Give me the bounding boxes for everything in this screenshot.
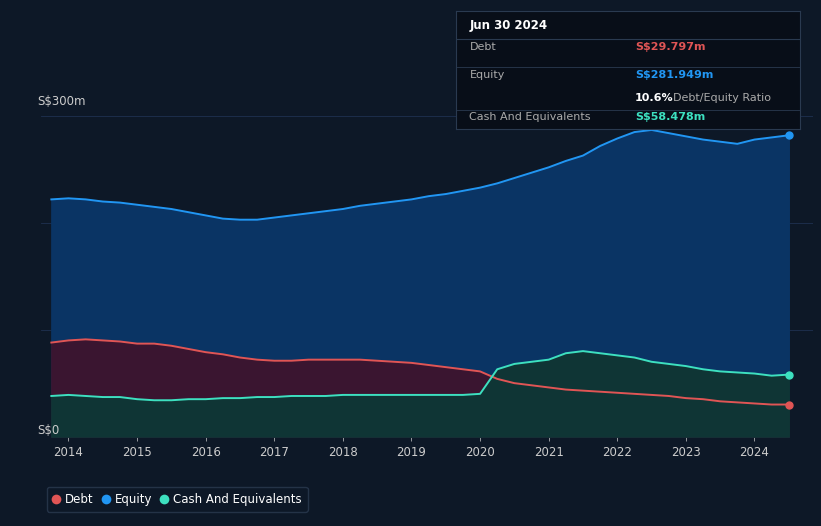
Text: S$300m: S$300m: [37, 95, 85, 108]
Text: Cash And Equivalents: Cash And Equivalents: [470, 113, 591, 123]
Legend: Debt, Equity, Cash And Equivalents: Debt, Equity, Cash And Equivalents: [47, 487, 308, 512]
Text: 10.6%: 10.6%: [635, 94, 673, 104]
Text: S$29.797m: S$29.797m: [635, 43, 705, 53]
Text: Equity: Equity: [470, 69, 505, 80]
Text: S$281.949m: S$281.949m: [635, 69, 713, 80]
Text: S$0: S$0: [37, 423, 59, 437]
Text: Debt: Debt: [470, 43, 496, 53]
Text: Debt/Equity Ratio: Debt/Equity Ratio: [673, 94, 771, 104]
Text: S$58.478m: S$58.478m: [635, 113, 705, 123]
Text: Jun 30 2024: Jun 30 2024: [470, 19, 548, 32]
